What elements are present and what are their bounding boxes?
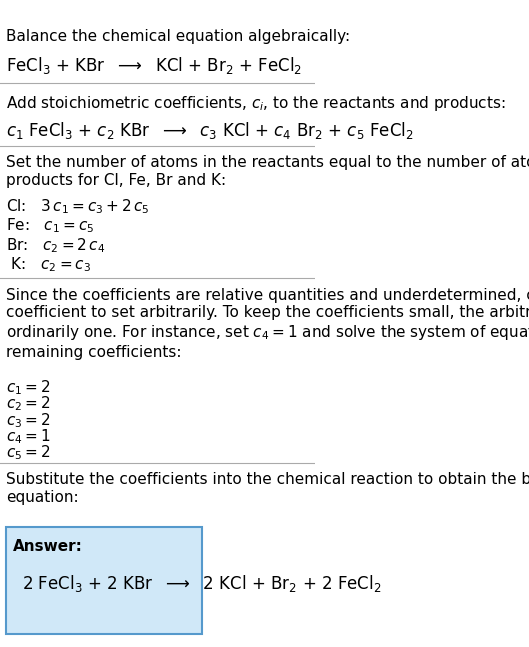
FancyBboxPatch shape (6, 527, 202, 634)
Text: $c_4 = 1$: $c_4 = 1$ (6, 427, 51, 446)
Text: $c_3 = 2$: $c_3 = 2$ (6, 411, 51, 430)
Text: K:   $c_2 = c_3$: K: $c_2 = c_3$ (6, 256, 92, 274)
Text: $c_1 = 2$: $c_1 = 2$ (6, 378, 51, 397)
Text: $c_1$ FeCl$_3$ + $c_2$ KBr  $\longrightarrow$  $c_3$ KCl + $c_4$ Br$_2$ + $c_5$ : $c_1$ FeCl$_3$ + $c_2$ KBr $\longrightar… (6, 120, 414, 140)
Text: Answer:: Answer: (13, 539, 83, 554)
Text: $c_2 = 2$: $c_2 = 2$ (6, 395, 51, 413)
Text: Add stoichiometric coefficients, $c_i$, to the reactants and products:: Add stoichiometric coefficients, $c_i$, … (6, 94, 506, 113)
Text: Cl:   $3\,c_1 = c_3 + 2\,c_5$: Cl: $3\,c_1 = c_3 + 2\,c_5$ (6, 197, 150, 216)
Text: Fe:   $c_1 = c_5$: Fe: $c_1 = c_5$ (6, 217, 95, 236)
Text: Br:   $c_2 = 2\,c_4$: Br: $c_2 = 2\,c_4$ (6, 236, 106, 255)
Text: $c_5 = 2$: $c_5 = 2$ (6, 443, 51, 462)
Text: Since the coefficients are relative quantities and underdetermined, choose a
coe: Since the coefficients are relative quan… (6, 288, 529, 360)
Text: Balance the chemical equation algebraically:: Balance the chemical equation algebraica… (6, 29, 350, 44)
Text: Set the number of atoms in the reactants equal to the number of atoms in the
pro: Set the number of atoms in the reactants… (6, 155, 529, 188)
Text: Substitute the coefficients into the chemical reaction to obtain the balanced
eq: Substitute the coefficients into the che… (6, 472, 529, 505)
Text: 2 FeCl$_3$ + 2 KBr  $\longrightarrow$  2 KCl + Br$_2$ + 2 FeCl$_2$: 2 FeCl$_3$ + 2 KBr $\longrightarrow$ 2 K… (22, 573, 381, 593)
Text: FeCl$_3$ + KBr  $\longrightarrow$  KCl + Br$_2$ + FeCl$_2$: FeCl$_3$ + KBr $\longrightarrow$ KCl + B… (6, 55, 303, 76)
